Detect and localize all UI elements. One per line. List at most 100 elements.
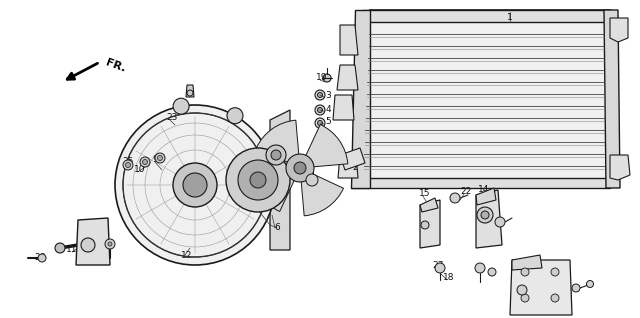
Polygon shape bbox=[512, 255, 542, 270]
Polygon shape bbox=[76, 218, 110, 265]
Circle shape bbox=[266, 145, 286, 165]
Text: 4: 4 bbox=[325, 105, 331, 114]
Text: FR.: FR. bbox=[104, 58, 127, 74]
Circle shape bbox=[183, 173, 207, 197]
Text: 14: 14 bbox=[478, 185, 490, 195]
Text: 22: 22 bbox=[460, 188, 472, 197]
Circle shape bbox=[155, 153, 165, 163]
Circle shape bbox=[55, 243, 65, 253]
Circle shape bbox=[315, 105, 325, 115]
Circle shape bbox=[477, 207, 493, 223]
Text: 1: 1 bbox=[507, 13, 513, 23]
Circle shape bbox=[157, 156, 163, 161]
Circle shape bbox=[125, 162, 131, 168]
Polygon shape bbox=[476, 190, 502, 248]
Text: 5: 5 bbox=[325, 117, 331, 127]
Circle shape bbox=[81, 238, 95, 252]
Circle shape bbox=[271, 150, 281, 160]
Polygon shape bbox=[610, 155, 630, 180]
Polygon shape bbox=[340, 25, 358, 55]
Text: 16: 16 bbox=[104, 240, 116, 250]
Circle shape bbox=[108, 242, 112, 246]
Polygon shape bbox=[338, 155, 358, 178]
Wedge shape bbox=[305, 125, 348, 167]
Circle shape bbox=[140, 157, 150, 167]
Text: 7: 7 bbox=[292, 171, 298, 181]
Circle shape bbox=[572, 284, 580, 292]
Circle shape bbox=[173, 98, 189, 114]
Polygon shape bbox=[186, 85, 194, 97]
Circle shape bbox=[123, 160, 133, 170]
Circle shape bbox=[262, 150, 278, 166]
Circle shape bbox=[226, 148, 290, 212]
Circle shape bbox=[105, 239, 115, 249]
Polygon shape bbox=[510, 260, 572, 315]
Text: 20: 20 bbox=[264, 178, 276, 188]
Text: 3: 3 bbox=[325, 91, 331, 100]
Circle shape bbox=[173, 163, 217, 207]
Text: 11: 11 bbox=[67, 245, 77, 254]
Text: 23: 23 bbox=[166, 113, 178, 121]
Polygon shape bbox=[337, 65, 358, 90]
Text: 26: 26 bbox=[35, 253, 45, 262]
Polygon shape bbox=[270, 110, 290, 250]
Circle shape bbox=[294, 162, 306, 174]
Text: 8: 8 bbox=[262, 191, 268, 201]
Circle shape bbox=[115, 105, 275, 265]
Circle shape bbox=[306, 174, 318, 186]
Text: 6: 6 bbox=[274, 224, 280, 232]
Circle shape bbox=[238, 160, 278, 200]
Circle shape bbox=[286, 154, 314, 182]
Circle shape bbox=[521, 294, 529, 302]
Circle shape bbox=[317, 107, 323, 113]
Text: 24: 24 bbox=[305, 170, 316, 179]
Circle shape bbox=[317, 121, 323, 126]
Circle shape bbox=[143, 160, 147, 164]
Polygon shape bbox=[604, 10, 620, 188]
Circle shape bbox=[517, 285, 527, 295]
Circle shape bbox=[315, 90, 325, 100]
Text: 12: 12 bbox=[181, 251, 193, 259]
Text: 15: 15 bbox=[419, 189, 431, 197]
Polygon shape bbox=[610, 18, 628, 42]
Circle shape bbox=[551, 268, 559, 276]
Circle shape bbox=[435, 263, 445, 273]
Circle shape bbox=[551, 294, 559, 302]
Polygon shape bbox=[351, 178, 610, 188]
Circle shape bbox=[227, 108, 243, 124]
Circle shape bbox=[521, 268, 529, 276]
Circle shape bbox=[475, 263, 485, 273]
Circle shape bbox=[346, 155, 353, 162]
Polygon shape bbox=[333, 95, 354, 120]
Circle shape bbox=[495, 217, 505, 227]
Polygon shape bbox=[351, 10, 370, 188]
Polygon shape bbox=[358, 10, 610, 22]
Polygon shape bbox=[420, 200, 440, 248]
Polygon shape bbox=[420, 198, 438, 212]
Wedge shape bbox=[257, 120, 299, 162]
Circle shape bbox=[450, 193, 460, 203]
Wedge shape bbox=[252, 169, 294, 211]
Circle shape bbox=[586, 280, 593, 287]
Polygon shape bbox=[355, 10, 610, 188]
Text: 2: 2 bbox=[352, 163, 358, 172]
Text: 10: 10 bbox=[134, 165, 146, 175]
Text: 27: 27 bbox=[432, 260, 444, 269]
Circle shape bbox=[323, 74, 331, 82]
Circle shape bbox=[187, 90, 193, 96]
Text: 13: 13 bbox=[512, 301, 524, 309]
Circle shape bbox=[315, 118, 325, 128]
Polygon shape bbox=[476, 188, 496, 205]
Circle shape bbox=[317, 93, 323, 98]
Text: 9: 9 bbox=[152, 156, 158, 164]
Text: 25: 25 bbox=[122, 157, 134, 167]
Text: 18: 18 bbox=[444, 273, 455, 282]
Wedge shape bbox=[301, 174, 344, 216]
Circle shape bbox=[488, 268, 496, 276]
Circle shape bbox=[250, 172, 266, 188]
Circle shape bbox=[481, 211, 489, 219]
Circle shape bbox=[38, 254, 46, 262]
Text: 17: 17 bbox=[287, 163, 299, 172]
Polygon shape bbox=[340, 148, 365, 170]
Text: 21: 21 bbox=[522, 286, 532, 294]
